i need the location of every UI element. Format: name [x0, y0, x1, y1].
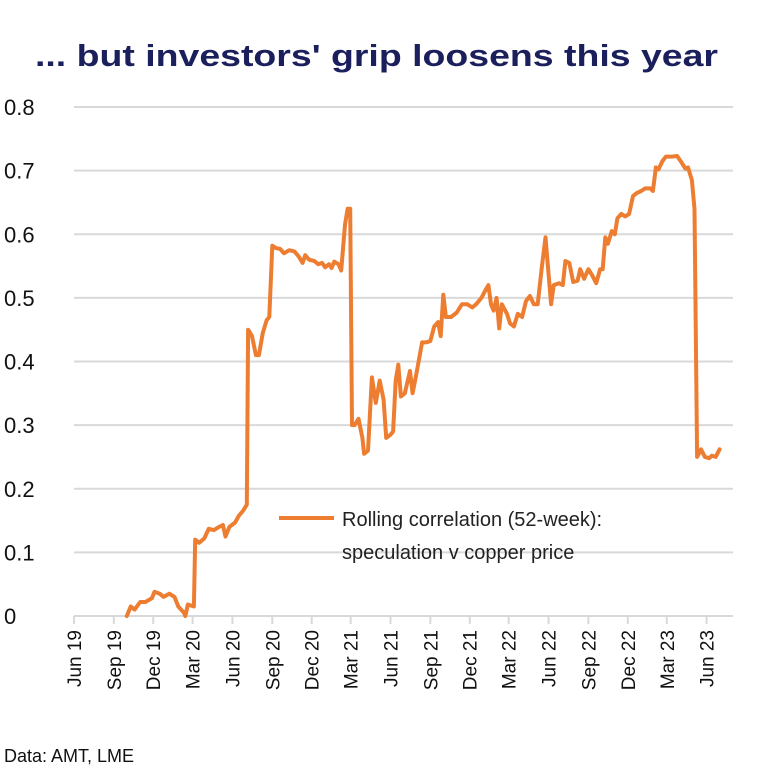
- y-tick-label: 0.3: [4, 413, 35, 438]
- y-tick-label: 0.6: [4, 222, 35, 247]
- x-tick-label: Dec 21: [461, 630, 482, 690]
- x-tick-label: Dec 22: [619, 630, 640, 690]
- y-tick-label: 0.8: [4, 95, 35, 120]
- x-tick-label: Sep 22: [579, 630, 600, 690]
- x-tick-label: Mar 23: [658, 630, 679, 689]
- source-note: Data: AMT, LME: [4, 746, 134, 766]
- x-tick-label: Dec 20: [303, 630, 324, 690]
- x-tick-label: Sep 19: [105, 630, 126, 690]
- chart-title: ... but investors' grip loosens this yea…: [35, 38, 718, 73]
- x-tick-label: Jun 23: [698, 630, 719, 687]
- y-tick-label: 0.4: [4, 350, 35, 375]
- y-tick-label: 0.7: [4, 159, 35, 184]
- x-tick-label: Jun 21: [382, 630, 403, 687]
- legend-label-line-2: speculation v copper price: [342, 542, 574, 564]
- gridlines: [74, 106, 733, 617]
- legend: Rolling correlation (52-week): speculati…: [279, 509, 602, 564]
- x-tick-label: Mar 21: [342, 630, 363, 689]
- y-tick-label: 0.5: [4, 286, 35, 311]
- x-axis: Jun 19 Sep 19 Dec 19 Mar 20 Jun 20 Sep 20 Dec …: [65, 616, 719, 690]
- series-line-rolling-correlation: [124, 154, 722, 618]
- x-tick-label: Mar 22: [500, 630, 521, 689]
- x-tick-label: Jun 20: [223, 630, 244, 687]
- y-axis-tick-labels: 0 0.1 0.2 0.3 0.4 0.5 0.6 0.7 0.8: [4, 95, 35, 629]
- y-tick-label: 0.1: [4, 540, 35, 565]
- x-tick-label: Jun 19: [65, 630, 86, 687]
- x-tick-label: Mar 20: [184, 630, 205, 689]
- y-tick-label: 0.2: [4, 477, 35, 502]
- x-tick-label: Sep 21: [421, 630, 442, 690]
- x-tick-label: Dec 19: [144, 630, 165, 690]
- y-tick-label: 0: [4, 604, 16, 629]
- x-tick-label: Sep 20: [263, 630, 284, 690]
- legend-label-line-1: Rolling correlation (52-week):: [342, 509, 602, 531]
- x-tick-label: Jun 22: [540, 630, 561, 687]
